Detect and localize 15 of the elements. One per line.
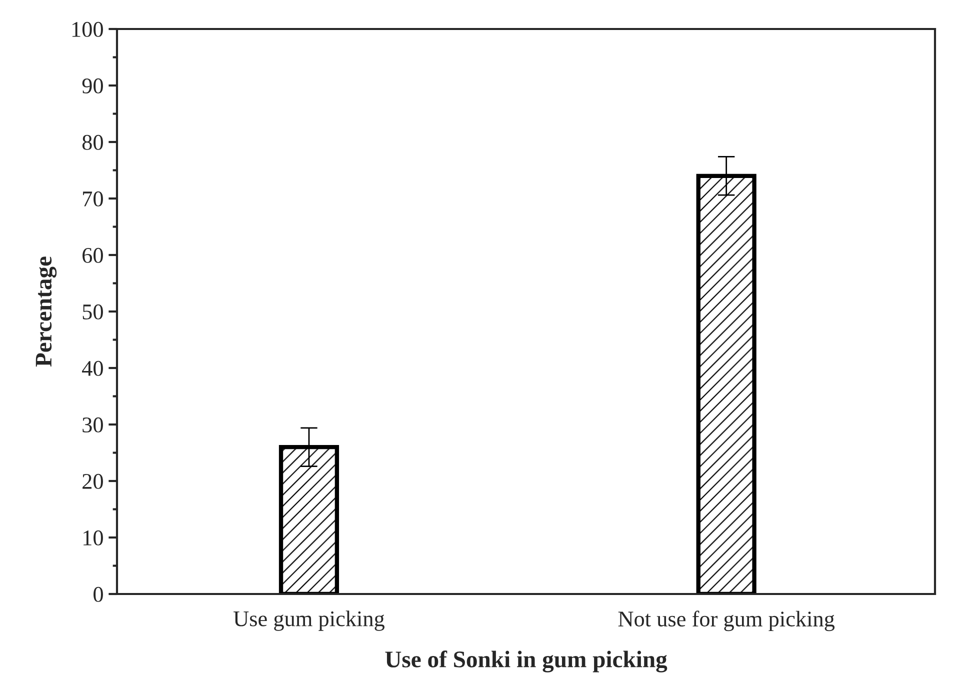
y-tick-label: 90 — [82, 78, 103, 94]
y-tick-label: 40 — [82, 360, 103, 376]
y-tick-label: 10 — [84, 530, 103, 546]
y-tick-label: 80 — [82, 134, 103, 150]
y-tick-label: 100 — [72, 22, 103, 37]
y-tick-label: 0 — [94, 586, 103, 602]
y-tick-label: 50 — [82, 304, 103, 320]
y-tick-label: 60 — [82, 248, 103, 263]
x-tick-label: Not use for gum picking — [618, 610, 835, 632]
x-axis-title: Use of Sonki in gum picking — [385, 650, 668, 672]
y-tick-label: 70 — [83, 191, 103, 206]
y-axis-title: Percentage — [36, 256, 57, 367]
y-tick-label: 20 — [82, 474, 103, 489]
x-tick-label: Use gum picking — [234, 610, 384, 631]
y-tick-label: 30 — [82, 417, 103, 432]
